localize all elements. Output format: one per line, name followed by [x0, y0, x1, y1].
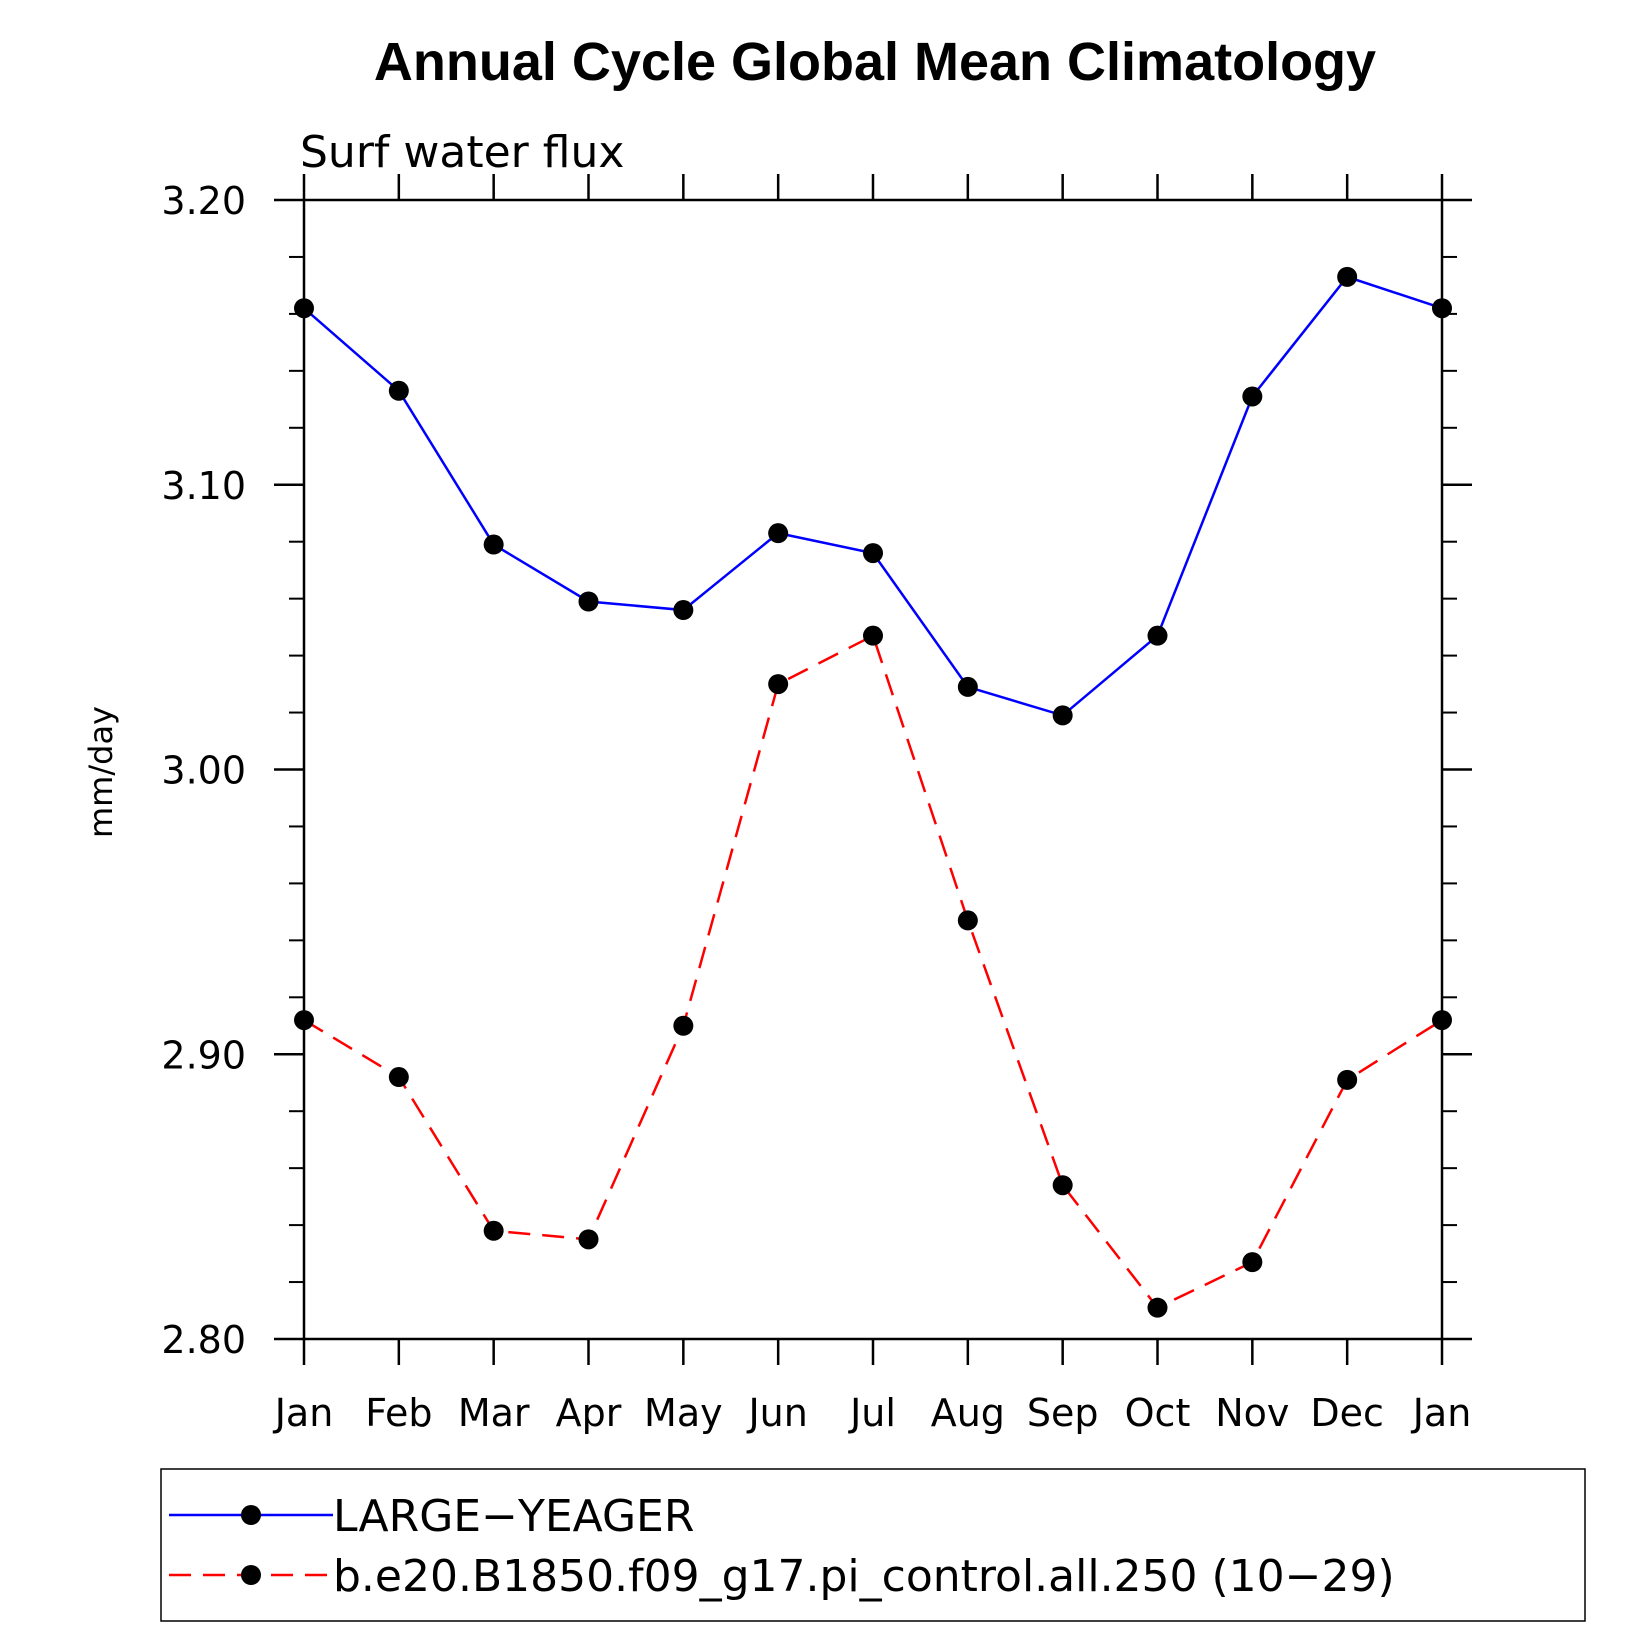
- data-point: [957, 676, 978, 697]
- x-tick-label: Jun: [746, 1391, 807, 1435]
- data-point: [1147, 1297, 1168, 1318]
- data-point: [1242, 386, 1263, 407]
- data-point: [1147, 625, 1168, 646]
- series-line-1: [303, 275, 1443, 717]
- data-point: [768, 523, 789, 544]
- data-point: [673, 600, 694, 621]
- data-point: [1052, 705, 1073, 726]
- data-point: [863, 543, 883, 564]
- x-tick-label: Sep: [1027, 1391, 1099, 1435]
- data-point: [673, 1015, 694, 1036]
- y-tick-label: 2.80: [161, 1318, 246, 1362]
- legend-marker: [241, 1565, 261, 1585]
- data-point: [768, 674, 789, 695]
- y-tick-label: 3.10: [161, 464, 246, 508]
- legend-label-2: b.e20.B1850.f09_g17.pi_control.all.250 (…: [333, 1551, 1395, 1602]
- y-tick-label: 3.00: [161, 749, 246, 793]
- axes: Jan Feb Mar Apr May Jun Jul Aug Sep Oct Nov Dec Jan 2…: [161, 174, 1472, 1435]
- data-point: [1432, 298, 1452, 319]
- series-layer: [294, 266, 1452, 1318]
- legend-box: [160, 1468, 1586, 1622]
- legend-label-1: LARGE−YEAGER: [333, 1491, 694, 1542]
- x-tick-label: Mar: [458, 1391, 530, 1435]
- data-point: [388, 1067, 409, 1088]
- data-point: [578, 1229, 599, 1250]
- data-point: [294, 298, 314, 319]
- y-axis-label: mm/day: [82, 706, 120, 838]
- data-point: [1052, 1175, 1073, 1196]
- x-tick-label: Jan: [273, 1391, 334, 1435]
- data-point: [1337, 266, 1358, 287]
- data-point: [1432, 1010, 1452, 1031]
- data-point: [483, 534, 504, 555]
- x-tick-label: Jul: [848, 1391, 896, 1435]
- series-line-2: [303, 633, 1443, 1310]
- data-point: [388, 380, 409, 401]
- x-tick-label: Feb: [365, 1391, 432, 1435]
- data-point: [863, 625, 883, 646]
- chart-subtitle: Surf water flux: [300, 127, 624, 178]
- data-point: [957, 910, 978, 931]
- y-tick-label: 2.90: [161, 1033, 246, 1077]
- legend-marker: [241, 1505, 261, 1525]
- data-point: [1242, 1252, 1263, 1273]
- y-tick-label: 3.20: [161, 179, 246, 223]
- x-tick-label: Dec: [1310, 1391, 1384, 1435]
- data-point: [1337, 1069, 1358, 1090]
- data-point: [578, 591, 599, 612]
- chart-title: Annual Cycle Global Mean Climatology: [374, 32, 1376, 92]
- data-point: [294, 1010, 314, 1031]
- x-tick-label: Oct: [1125, 1391, 1191, 1435]
- x-tick-label: Apr: [556, 1391, 622, 1435]
- data-point: [483, 1220, 504, 1241]
- x-tick-label: Jan: [1411, 1391, 1472, 1435]
- x-tick-label: May: [644, 1391, 723, 1435]
- x-tick-label: Nov: [1215, 1391, 1289, 1435]
- x-tick-label: Aug: [931, 1391, 1005, 1435]
- legend: LARGE−YEAGER b.e20.B1850.f09_g17.pi_contr…: [160, 1468, 1586, 1622]
